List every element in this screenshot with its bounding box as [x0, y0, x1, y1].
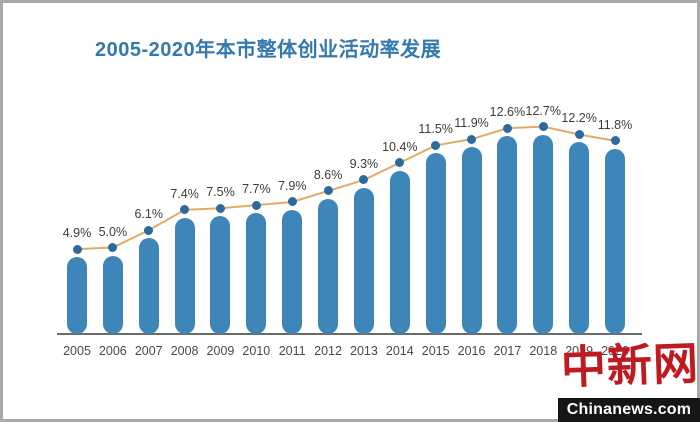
value-label-2005: 4.9%: [62, 226, 92, 241]
bar-2008: [174, 217, 195, 334]
data-point-dot-2015: [431, 140, 441, 150]
value-label-2016: 11.9%: [454, 116, 489, 131]
bar-2007: [138, 238, 159, 334]
watermark-banner: Chinanews.com: [558, 398, 700, 422]
data-point-dot-2009: [215, 203, 225, 213]
bar-2011: [282, 209, 303, 334]
chart-title: 2005-2020年本市整体创业活动率发展: [95, 39, 442, 61]
bar-2012: [318, 198, 339, 334]
data-point-dot-2019: [574, 129, 584, 139]
watermark-logo-chinanews: 中新网: [560, 336, 700, 395]
bar-2019: [569, 142, 590, 334]
value-label-2017: 12.6%: [489, 105, 526, 120]
value-label-2008: 7.4%: [170, 186, 199, 201]
data-point-dot-2016: [467, 134, 477, 144]
data-point-dot-2010: [251, 200, 261, 210]
x-tick-label-2012: 2012: [314, 344, 342, 358]
data-point-dot-2014: [395, 158, 405, 168]
data-point-dot-2012: [323, 186, 333, 196]
x-tick-label-2020: 2020: [601, 344, 629, 358]
x-tick-label-2009: 2009: [206, 344, 235, 358]
bar-2013: [353, 187, 374, 334]
watermark-site-text: Chinanews.com: [566, 401, 692, 418]
bar-2015: [425, 153, 446, 334]
bar-2016: [461, 147, 482, 334]
value-label-2009: 7.5%: [206, 185, 235, 200]
data-point-dot-2017: [502, 123, 512, 133]
x-tick-label-2011: 2011: [278, 344, 306, 358]
data-point-dot-2011: [287, 197, 297, 207]
x-tick-label-2013: 2013: [350, 344, 378, 358]
bar-2010: [246, 213, 267, 334]
value-label-2014: 10.4%: [382, 139, 418, 154]
value-label-2020: 11.8%: [597, 117, 633, 132]
data-point-dot-2020: [610, 136, 620, 146]
bar-2014: [389, 170, 410, 334]
data-point-dot-2008: [180, 205, 190, 215]
x-tick-label-2017: 2017: [493, 344, 522, 358]
bar-2018: [533, 134, 554, 334]
data-point-dot-2006: [108, 243, 118, 252]
x-tick-label-2006: 2006: [98, 344, 127, 358]
value-label-2011: 7.9%: [277, 178, 307, 193]
x-tick-label-2019: 2019: [565, 344, 594, 358]
x-axis-line: [57, 333, 642, 335]
x-tick-label-2015: 2015: [421, 344, 450, 358]
bar-2017: [497, 136, 518, 334]
bar-2006: [102, 255, 123, 334]
value-label-2013: 9.3%: [349, 156, 379, 171]
x-tick-label-2005: 2005: [63, 344, 91, 358]
value-label-2010: 7.7%: [242, 182, 271, 197]
value-label-2018: 12.7%: [525, 103, 561, 118]
x-tick-label-2018: 2018: [529, 344, 558, 358]
data-point-dot-2018: [538, 122, 548, 132]
bar-2005: [67, 257, 87, 334]
data-point-dot-2013: [359, 175, 369, 185]
value-label-2019: 12.2%: [561, 111, 597, 126]
x-tick-label-2014: 2014: [385, 344, 414, 358]
x-tick-label-2007: 2007: [134, 344, 163, 358]
bar-2020: [605, 148, 625, 334]
data-point-dot-2005: [72, 244, 82, 254]
value-label-2007: 6.1%: [134, 207, 163, 222]
data-point-dot-2007: [144, 225, 154, 235]
value-label-2012: 8.6%: [313, 167, 343, 182]
bar-2009: [210, 216, 231, 334]
x-tick-label-2008: 2008: [170, 344, 199, 358]
x-tick-label-2010: 2010: [242, 344, 271, 358]
value-label-2015: 11.5%: [418, 122, 453, 137]
value-label-2006: 5.0%: [98, 224, 128, 239]
x-tick-label-2016: 2016: [457, 344, 486, 358]
